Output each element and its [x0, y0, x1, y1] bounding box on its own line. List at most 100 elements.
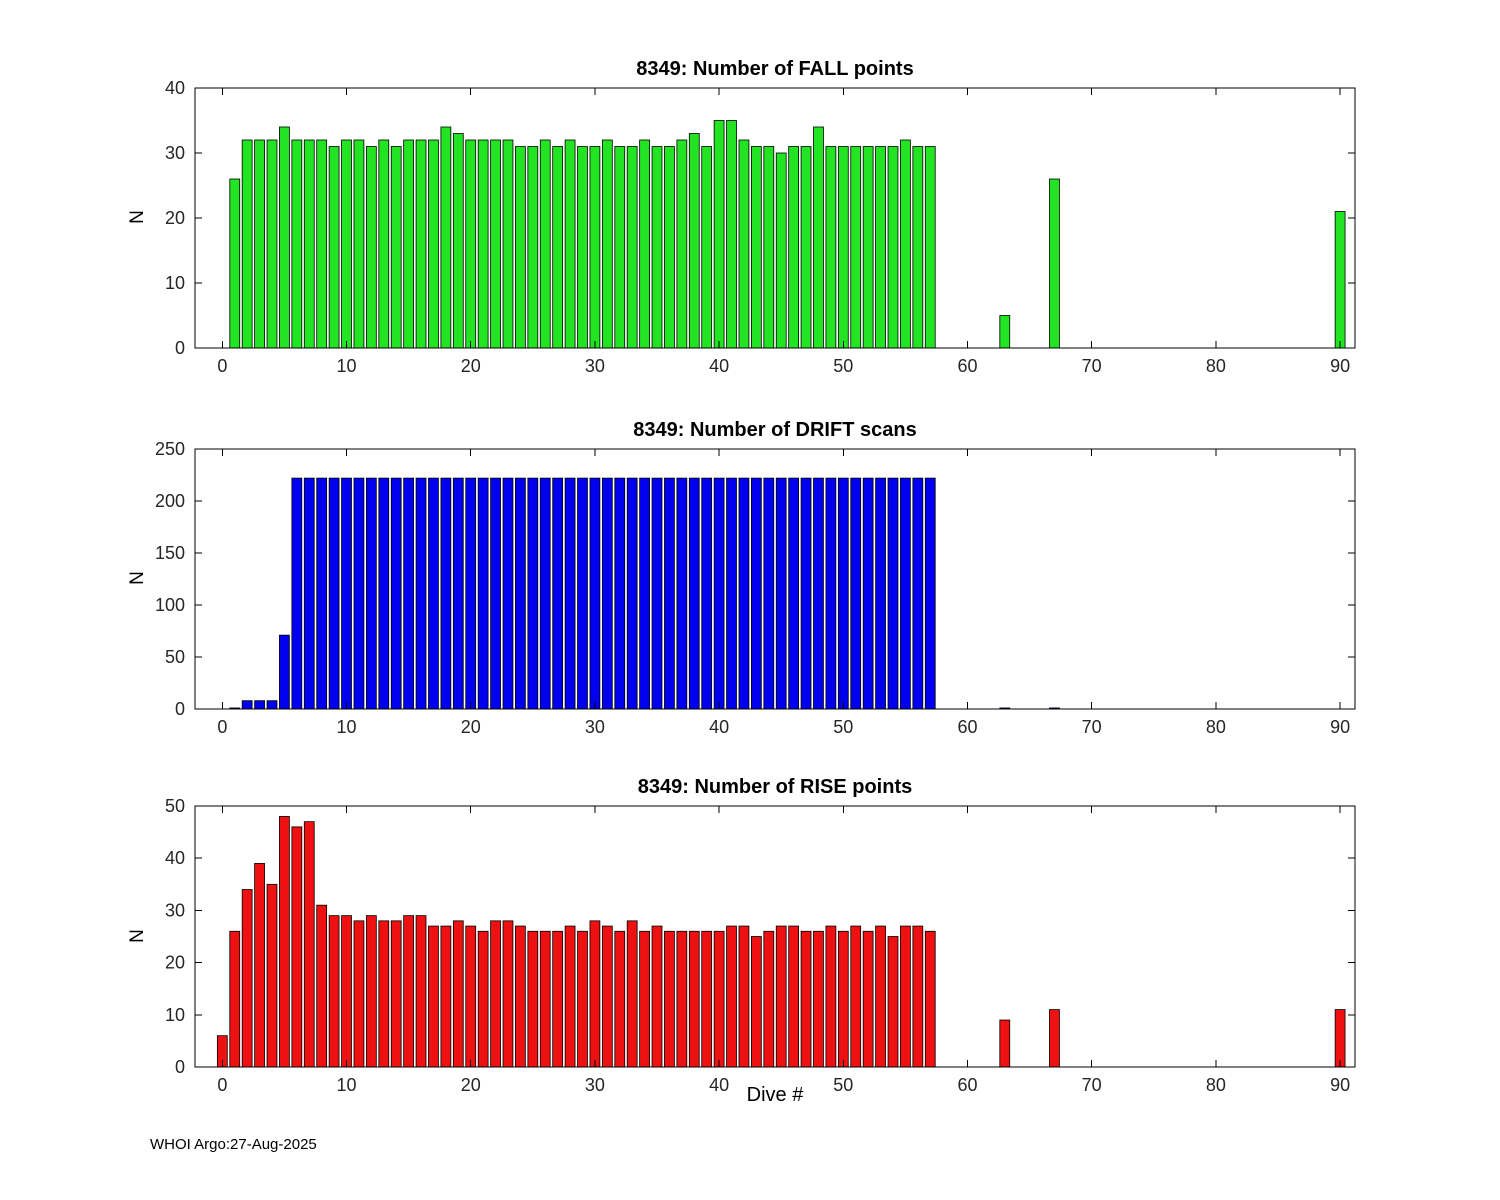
bar	[912, 146, 924, 349]
bar	[614, 930, 626, 1068]
x-tick-label: 60	[957, 356, 977, 376]
bar	[452, 133, 464, 349]
bar	[539, 139, 551, 349]
x-tick-label: 20	[461, 717, 481, 737]
bar	[415, 477, 427, 710]
x-axis-label: Dive #	[746, 1084, 804, 1106]
bar	[291, 826, 303, 1068]
bar	[738, 477, 750, 710]
bar	[601, 925, 613, 1068]
axis-box	[194, 805, 1356, 1068]
bar	[415, 915, 427, 1068]
bar	[502, 139, 514, 349]
bar	[701, 146, 713, 349]
bar	[527, 477, 539, 710]
bar	[403, 477, 414, 710]
bar	[564, 139, 576, 349]
bar	[924, 477, 936, 710]
bar	[800, 477, 812, 710]
bar	[713, 120, 725, 349]
x-tick-label: 60	[957, 717, 977, 737]
bar	[378, 139, 390, 349]
y-tick-label: 20	[165, 953, 185, 973]
bar	[515, 146, 526, 349]
bar	[502, 477, 514, 710]
bar	[887, 936, 899, 1068]
bar	[353, 139, 365, 349]
bar	[800, 146, 812, 349]
x-tick-label: 0	[217, 1075, 227, 1095]
bar	[900, 139, 911, 349]
x-tick-label: 30	[585, 717, 605, 737]
bar	[825, 477, 837, 710]
x-tick-label: 70	[1082, 717, 1102, 737]
bar	[552, 930, 564, 1068]
x-tick-label: 40	[709, 1075, 729, 1095]
bar	[999, 315, 1011, 349]
bar	[502, 920, 514, 1068]
x-tick-label: 10	[337, 717, 357, 737]
bar	[303, 821, 315, 1068]
bar	[515, 477, 526, 710]
bar	[564, 477, 576, 710]
bar	[862, 146, 874, 349]
bar	[353, 920, 365, 1068]
x-tick-label: 50	[833, 1075, 853, 1095]
y-tick-label: 250	[155, 439, 185, 459]
bar	[403, 139, 414, 349]
bar	[577, 930, 588, 1068]
bar	[875, 477, 886, 710]
bar	[813, 930, 824, 1068]
bar	[850, 146, 862, 349]
bar	[713, 930, 725, 1068]
bar	[639, 930, 650, 1068]
x-tick-label: 40	[709, 717, 729, 737]
x-tick-label: 0	[217, 717, 227, 737]
bar	[577, 477, 588, 710]
bar	[390, 146, 402, 349]
bar	[726, 120, 737, 349]
bar	[527, 146, 539, 349]
bar	[390, 920, 402, 1068]
x-tick-label: 90	[1330, 356, 1350, 376]
bar	[328, 915, 340, 1068]
bar	[651, 146, 663, 349]
chart-title-drift: 8349: Number of DRIFT scans	[633, 419, 917, 441]
bar	[365, 146, 377, 349]
bar	[688, 477, 700, 710]
bar	[477, 477, 489, 710]
bar	[328, 146, 340, 349]
bar	[1049, 1009, 1060, 1068]
bar	[266, 700, 278, 710]
bar	[365, 477, 377, 710]
bar	[862, 477, 874, 710]
bar	[589, 477, 601, 710]
y-tick-label: 50	[165, 647, 185, 667]
x-tick-label: 20	[461, 1075, 481, 1095]
bar	[626, 920, 638, 1068]
bar	[813, 477, 824, 710]
y-tick-label: 150	[155, 543, 185, 563]
bar	[726, 925, 737, 1068]
x-tick-label: 80	[1206, 717, 1226, 737]
bar	[378, 477, 390, 710]
bar	[241, 889, 253, 1068]
bar	[738, 925, 750, 1068]
bar	[701, 477, 713, 710]
bar	[639, 139, 650, 349]
bar	[887, 477, 899, 710]
bar	[788, 477, 799, 710]
x-tick-label: 70	[1082, 356, 1102, 376]
bar	[862, 930, 874, 1068]
x-tick-label: 30	[585, 356, 605, 376]
bar	[837, 477, 849, 710]
bar	[676, 139, 688, 349]
bar	[515, 925, 526, 1068]
bar	[490, 477, 501, 710]
bar	[279, 126, 290, 349]
bar	[452, 477, 464, 710]
bar	[999, 1019, 1011, 1068]
bar	[800, 930, 812, 1068]
bar	[837, 930, 849, 1068]
